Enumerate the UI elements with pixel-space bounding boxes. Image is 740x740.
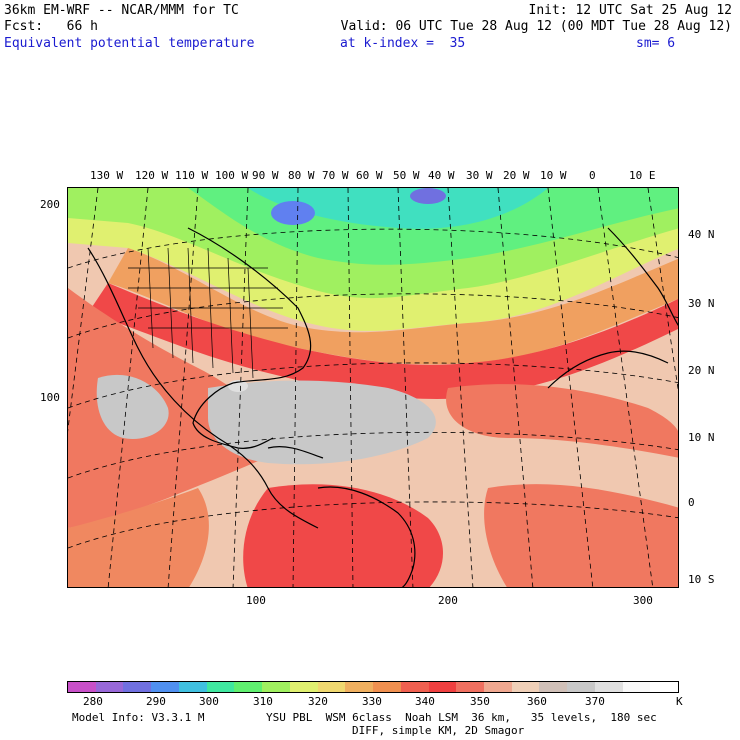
north-america-east-coast xyxy=(187,227,312,384)
cyan-band xyxy=(248,188,548,229)
left-axis-label-100: 100 xyxy=(40,391,60,404)
colorbar-swatch xyxy=(123,682,152,692)
colorbar-label: 330 xyxy=(362,695,382,708)
gulf-coast xyxy=(192,382,274,449)
colorbar-label: 370 xyxy=(585,695,605,708)
lat-label: 10 S xyxy=(688,573,715,586)
colorbar-swatch xyxy=(178,682,207,692)
lon-label: 50 W xyxy=(393,169,420,182)
colorbar-swatch xyxy=(511,682,540,692)
atlantic-red-streak xyxy=(446,384,678,458)
parallel-20n xyxy=(68,362,678,409)
parallel-30n xyxy=(68,293,678,339)
lon-label: 100 W xyxy=(215,169,249,182)
coastlines xyxy=(87,227,678,587)
gray-mexico-pacific xyxy=(96,374,169,439)
colorbar-swatch xyxy=(650,682,679,692)
state-borders xyxy=(128,247,288,379)
field-name: Equivalent potential temperature xyxy=(4,36,255,51)
lon-label: 110 W xyxy=(175,169,209,182)
colorbar-swatch xyxy=(567,682,595,692)
gray-gulf-caribbean xyxy=(208,380,436,465)
model-info: Model Info: V3.3.1 M xyxy=(72,711,205,724)
model-title: 36km EM-WRF -- NCAR/MMM for TC xyxy=(4,3,239,18)
left-axis-label-200: 200 xyxy=(40,198,60,211)
colorbar-swatch xyxy=(234,682,263,692)
colorbar-swatch xyxy=(622,682,651,692)
latitudinal-borders xyxy=(128,267,288,329)
lat-label: 40 N xyxy=(688,228,715,241)
west-africa-coast xyxy=(547,350,669,389)
lon-label: 80 W xyxy=(288,169,315,182)
colorbar-label: 340 xyxy=(415,695,435,708)
colorbar-swatch xyxy=(289,682,318,692)
colorbar-swatch xyxy=(400,682,429,692)
cuba-outline xyxy=(267,446,324,459)
lon-label: 20 W xyxy=(503,169,530,182)
lat-label: 20 N xyxy=(688,364,715,377)
colorbar-swatch xyxy=(68,682,96,692)
west-red-region xyxy=(68,288,308,528)
lon-label: 60 W xyxy=(356,169,383,182)
bottom-axis-label-200: 200 xyxy=(438,594,458,607)
parallel-40n xyxy=(68,228,678,269)
colorbar-label: 290 xyxy=(146,695,166,708)
colorbar-swatch xyxy=(373,682,401,692)
temperature-colorbar xyxy=(67,681,679,693)
red-band xyxy=(88,283,678,399)
parallel-10n xyxy=(68,431,678,479)
colorbar-label: 360 xyxy=(527,695,547,708)
cold-core-west xyxy=(271,201,315,225)
colorbar-swatch xyxy=(594,682,623,692)
colorbar-swatch xyxy=(262,682,290,692)
colorbar-swatch xyxy=(345,682,374,692)
cold-core-north xyxy=(410,188,446,204)
colorbar-unit: K xyxy=(676,695,683,708)
physics-info: YSU PBL WSM 6class Noah LSM 36 km, 35 le… xyxy=(266,711,657,724)
europe-coast xyxy=(607,227,678,326)
colorbar-swatch xyxy=(151,682,179,692)
valid-time: Valid: 06 UTC Tue 28 Aug 12 (00 MDT Tue … xyxy=(340,19,732,34)
lon-label: 40 W xyxy=(428,169,455,182)
lon-label: 30 W xyxy=(466,169,493,182)
lon-label: 70 W xyxy=(322,169,349,182)
colorbar-swatch xyxy=(456,682,485,692)
lon-label: 130 W xyxy=(90,169,124,182)
colorbar-label: 310 xyxy=(253,695,273,708)
lon-label: 0 xyxy=(589,169,596,182)
lon-label: 10 W xyxy=(540,169,567,182)
init-time: Init: 12 UTC Sat 25 Aug 12 xyxy=(528,3,733,18)
level-text: at k-index = 35 xyxy=(340,36,466,51)
colorbar-label: 320 xyxy=(308,695,328,708)
colorbar-swatch xyxy=(539,682,568,692)
colorbar-label: 350 xyxy=(470,695,490,708)
lon-label: 90 W xyxy=(252,169,279,182)
colorbar-swatch xyxy=(317,682,346,692)
meridional-borders xyxy=(147,247,254,379)
colorbar-swatch xyxy=(95,682,124,692)
colorbar-swatch xyxy=(206,682,235,692)
map-canvas xyxy=(68,188,678,587)
lat-label: 30 N xyxy=(688,297,715,310)
diffusion-info: DIFF, simple KM, 2D Smagor xyxy=(352,724,525,737)
south-atlantic-red xyxy=(484,484,678,587)
lat-label: 10 N xyxy=(688,431,715,444)
bottom-axis-label-100: 100 xyxy=(246,594,266,607)
lon-label: 120 W xyxy=(135,169,169,182)
colorbar-swatch xyxy=(484,682,512,692)
pacific-coastline xyxy=(87,247,319,529)
meridians xyxy=(68,188,678,587)
colorbar-label: 300 xyxy=(199,695,219,708)
colorbar-swatch xyxy=(428,682,457,692)
bottom-axis-label-300: 300 xyxy=(633,594,653,607)
colorbar-label: 280 xyxy=(83,695,103,708)
lon-label: 10 E xyxy=(629,169,656,182)
forecast-hour: Fcst: 66 h xyxy=(4,19,98,34)
parallel-equator xyxy=(68,501,678,549)
lat-label: 0 xyxy=(688,496,695,509)
smoothing-text: sm= 6 xyxy=(636,36,676,51)
graticule xyxy=(68,188,678,587)
theta-e-map xyxy=(67,187,679,588)
